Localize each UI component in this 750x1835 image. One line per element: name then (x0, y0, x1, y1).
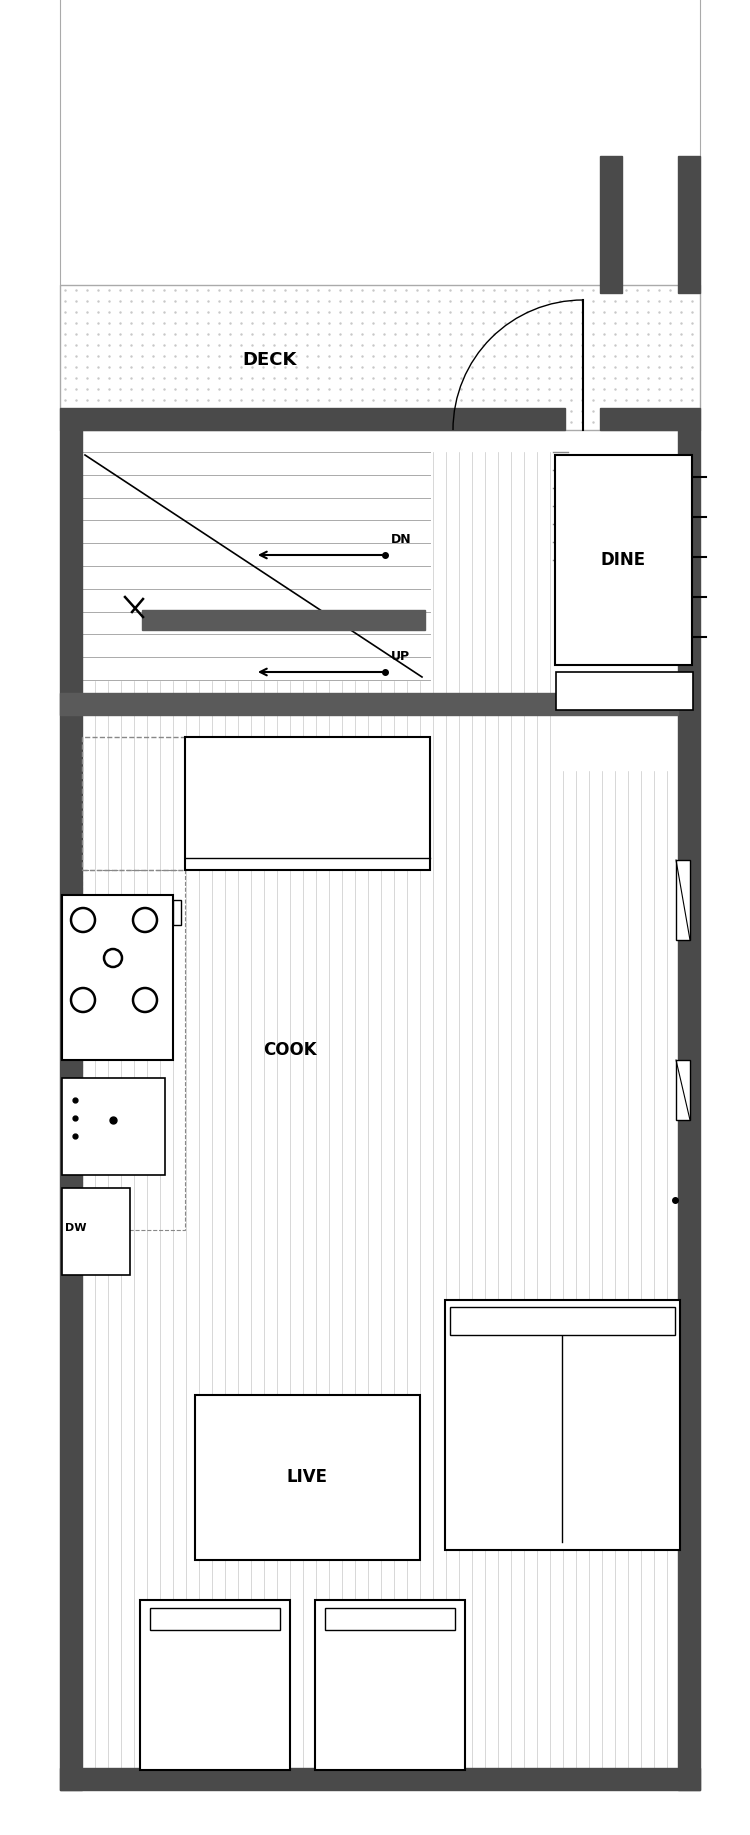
Bar (60, 429, 82, 1789)
Bar (678, 429, 700, 1789)
Bar (555, 455, 692, 664)
Bar (185, 738, 430, 870)
Bar (140, 1600, 290, 1771)
Bar (600, 156, 622, 294)
Bar (553, 451, 678, 771)
Bar (60, 1767, 700, 1789)
Bar (82, 451, 430, 681)
Bar (676, 861, 690, 940)
Bar (556, 672, 693, 710)
Bar (62, 895, 173, 1061)
Bar (150, 1607, 280, 1629)
Bar (62, 1187, 130, 1275)
Text: UP: UP (391, 650, 410, 662)
Bar (82, 870, 185, 1229)
Bar (60, 407, 565, 429)
Bar (678, 156, 700, 294)
Bar (315, 1600, 465, 1771)
Text: COOK: COOK (263, 1040, 316, 1059)
Bar (676, 1061, 690, 1119)
Bar (60, 694, 678, 716)
Text: LIVE: LIVE (286, 1468, 328, 1486)
Bar (445, 1299, 680, 1551)
Text: DW: DW (65, 1222, 86, 1233)
Bar (62, 1077, 165, 1174)
Bar (142, 609, 425, 629)
Bar (60, 284, 700, 429)
Bar (325, 1607, 455, 1629)
Bar (600, 407, 700, 429)
Text: DN: DN (391, 532, 412, 547)
Text: DINE: DINE (601, 550, 646, 569)
Bar (173, 899, 181, 925)
Bar (450, 1307, 675, 1336)
Bar (195, 1395, 420, 1560)
Text: DECK: DECK (243, 350, 297, 369)
Bar (82, 738, 185, 870)
